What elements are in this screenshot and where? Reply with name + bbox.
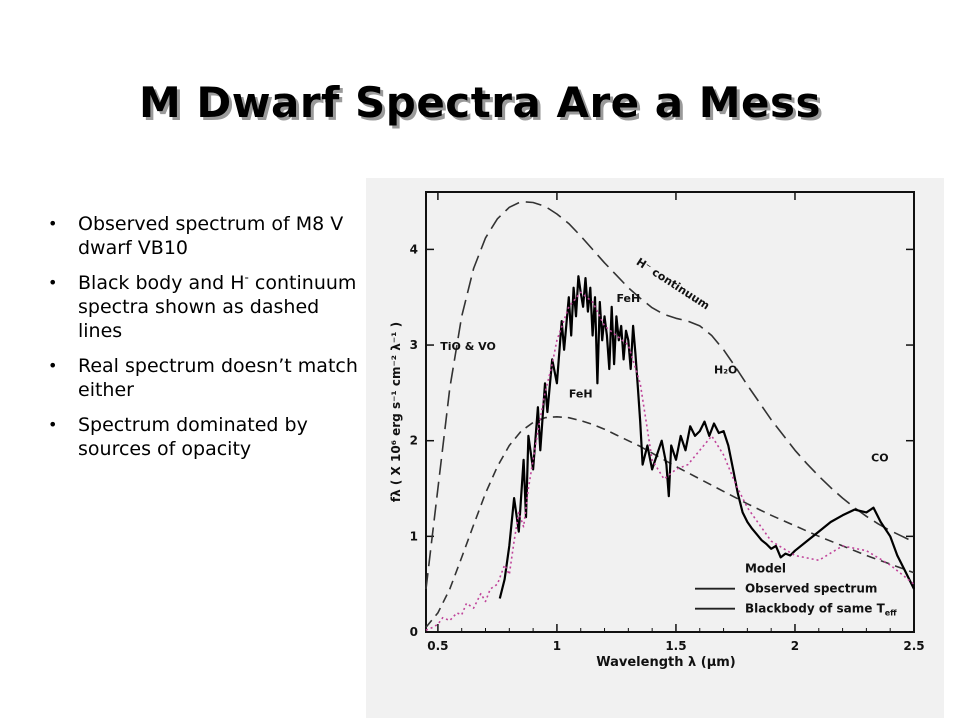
spectrum-chart-panel: 0.5 1 1.5 2 2.5 0 1 2 3 4 H⁻ continuum TiO & VO FeH… [366,178,944,718]
bullet-dot: • [48,273,58,292]
x-tick-label: 1.5 [665,639,686,653]
bullet-list: • Observed spectrum of M8 V dwarf VB10 •… [48,212,358,472]
series-line-h-continuum [425,200,915,590]
y-axis-label: fλ ( X 10⁶ erg s⁻¹ cm⁻² λ⁻¹ ) [389,322,403,502]
x-tick-label: 2.5 [903,639,924,653]
chart-annotation: FeH [569,388,593,401]
y-tick-label: 4 [410,242,418,256]
series-line-observed-spectrum [498,275,915,599]
bullet-superscript: - [244,270,249,285]
chart-annotation: H⁻ continuum [634,255,712,312]
bullet-dot: • [48,214,58,233]
series-layer [425,200,915,631]
x-tick-label: 1 [553,639,561,653]
bullet-item: • Black body and H- continuum spectra sh… [48,271,358,343]
series-line-model [425,291,915,631]
legend-label: Blackbody of same Teff [745,602,897,618]
bullet-text: Spectrum dominated by sources of opacity [78,414,308,460]
y-tick-label: 2 [410,434,418,448]
bullet-dot: • [48,356,58,375]
legend: Model Observed spectrum Blackbody of same … [694,562,897,618]
spectrum-chart: 0.5 1 1.5 2 2.5 0 1 2 3 4 H⁻ continuum TiO & VO FeH… [389,191,925,670]
y-tick-label: 0 [410,625,418,639]
x-tick-label: 2 [791,639,799,653]
bullet-item: • Spectrum dominated by sources of opaci… [48,413,358,461]
legend-label: Observed spectrum [745,582,877,596]
series-line-blackbody-of-same-teff [425,416,915,628]
chart-annotation: CO [871,452,888,465]
chart-annotation: FeH [616,292,640,305]
bullet-text-continued: continuum spectra shown as dashed lines [78,272,357,342]
bullet-item: • Real spectrum doesn’t match either [48,354,358,402]
bullet-dot: • [48,415,58,434]
y-tick-label: 1 [410,529,418,543]
bullet-text: Observed spectrum of M8 V dwarf VB10 [78,213,344,259]
y-tick-label: 3 [410,338,418,352]
annotation-layer: H⁻ continuum TiO & VO FeH FeH H₂O CO [440,255,888,464]
plot-frame [425,191,915,633]
chart-annotation: H₂O [714,364,737,377]
legend-label: Model [745,562,786,576]
tick-marks: 0.5 1 1.5 2 2.5 0 1 2 3 4 [410,192,925,653]
x-axis-label: Wavelength λ (μm) [596,655,736,670]
bullet-item: • Observed spectrum of M8 V dwarf VB10 [48,212,358,260]
chart-annotation: TiO & VO [440,340,496,353]
bullet-text: Black body and H [78,272,245,294]
x-tick-label: 0.5 [427,639,448,653]
bullet-text: Real spectrum doesn’t match either [78,355,358,401]
slide-title: M Dwarf Spectra Are a Mess [138,78,822,127]
